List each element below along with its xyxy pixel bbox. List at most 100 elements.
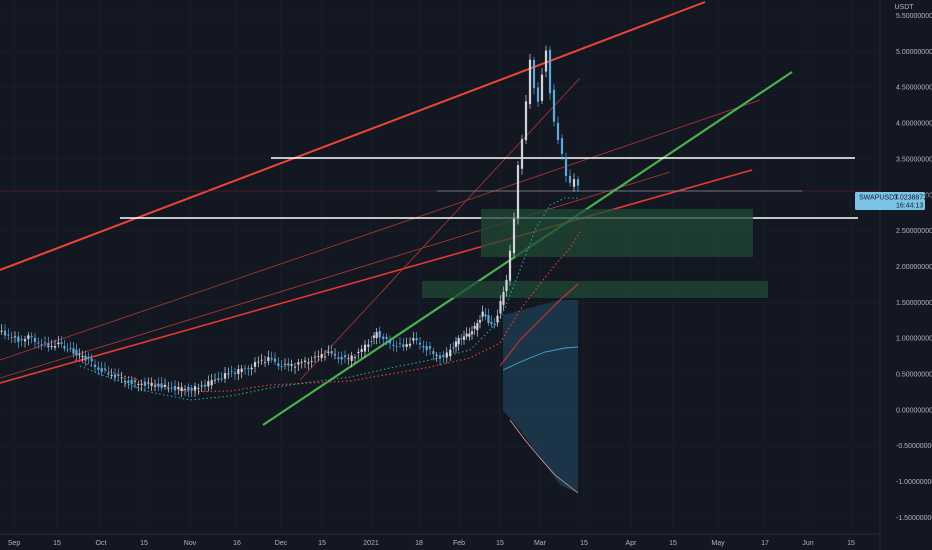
candle-body[interactable] [223,373,227,379]
candle-body[interactable] [398,343,402,345]
candle-body[interactable] [476,323,479,331]
candle-body[interactable] [375,332,378,338]
trend-drawings[interactable] [0,1,880,494]
candle-body[interactable] [360,349,363,352]
candle-body[interactable] [323,356,327,358]
candle-body[interactable] [465,333,468,337]
candle-body[interactable] [363,344,367,352]
candle-body[interactable] [17,336,20,342]
candle-body[interactable] [385,336,388,339]
candle-body[interactable] [473,326,476,329]
candle-body[interactable] [157,383,160,387]
red-trendline-thin-2[interactable] [0,171,671,379]
candle-body[interactable] [123,381,127,383]
candle-body[interactable] [340,356,343,360]
candle-body[interactable] [187,386,190,391]
candle-body[interactable] [50,346,53,348]
candle-body[interactable] [69,348,72,350]
candle-body[interactable] [313,356,317,358]
candle-body[interactable] [425,346,428,351]
candle-body[interactable] [556,122,560,141]
candle-body[interactable] [78,354,81,356]
candle-body[interactable] [130,379,133,385]
candle-body[interactable] [432,351,435,354]
candle-body[interactable] [548,49,552,94]
candle-body[interactable] [3,330,7,336]
candle-body[interactable] [57,342,60,345]
candle-body[interactable] [217,378,220,380]
candle-body[interactable] [405,344,408,348]
candle-body[interactable] [140,383,143,385]
candle-body[interactable] [512,218,516,254]
red-trendline-thin-3[interactable] [299,77,581,381]
candle-body[interactable] [120,377,123,379]
candle-body[interactable] [327,351,330,353]
candle-body[interactable] [63,346,66,349]
candle-body[interactable] [10,337,13,339]
candle-body[interactable] [97,367,100,370]
candle-body[interactable] [372,335,376,338]
candle-body[interactable] [520,139,524,169]
candle-body[interactable] [137,384,140,385]
candle-body[interactable] [117,374,120,377]
candle-body[interactable] [84,355,87,361]
candle-body[interactable] [481,311,484,317]
candle-body[interactable] [270,358,273,360]
candle-body[interactable] [81,356,84,358]
candle-body[interactable] [317,356,320,358]
candle-body[interactable] [170,387,173,389]
candle-body[interactable] [163,384,167,387]
candle-body[interactable] [402,344,405,347]
candle-body[interactable] [347,358,350,359]
candle-body[interactable] [160,383,163,389]
candle-body[interactable] [532,59,536,88]
candle-body[interactable] [53,346,57,348]
candles[interactable] [0,45,580,398]
candle-body[interactable] [27,335,30,339]
candle-body[interactable] [367,344,370,347]
candle-body[interactable] [307,362,310,364]
candle-body[interactable] [273,358,277,362]
candle-body[interactable] [395,346,398,347]
candle-body[interactable] [143,382,147,386]
demand-zone-upper[interactable] [481,209,753,257]
candle-body[interactable] [493,324,496,326]
candle-body[interactable] [0,330,3,332]
candle-body[interactable] [499,301,502,314]
candle-body[interactable] [462,336,466,340]
candle-body[interactable] [297,362,300,365]
candle-body[interactable] [60,342,63,344]
candle-body[interactable] [388,339,392,344]
candle-body[interactable] [370,341,373,342]
candle-body[interactable] [415,338,418,341]
candle-body[interactable] [193,386,197,391]
candle-body[interactable] [320,354,323,358]
candle-body[interactable] [150,383,153,386]
candle-body[interactable] [293,366,297,368]
candle-body[interactable] [87,357,90,359]
candle-body[interactable] [283,363,287,365]
candle-body[interactable] [460,338,463,340]
candle-body[interactable] [536,87,540,102]
candle-body[interactable] [343,355,347,358]
candle-body[interactable] [484,314,487,317]
time-axis[interactable]: Sep 15 Oct 15 Nov 16 Dec 15 2021 18 Feb 15 Mar 15 Apr 1… [8,540,855,547]
candle-body[interactable] [353,357,357,359]
demand-zone-lower[interactable] [422,281,768,298]
red-trendline-lower[interactable] [0,169,753,384]
candle-body[interactable] [107,373,110,375]
candle-body[interactable] [496,315,499,323]
candle-body[interactable] [468,333,471,337]
candle-body[interactable] [90,358,93,362]
candle-body[interactable] [7,334,10,336]
candle-body[interactable] [333,354,337,356]
candle-body[interactable] [290,364,293,366]
candle-body[interactable] [177,386,180,390]
candle-body[interactable] [438,355,442,359]
candle-body[interactable] [23,339,27,342]
candle-body[interactable] [490,321,493,325]
candle-body[interactable] [572,179,576,187]
candle-body[interactable] [43,342,47,344]
candle-body[interactable] [392,344,395,346]
